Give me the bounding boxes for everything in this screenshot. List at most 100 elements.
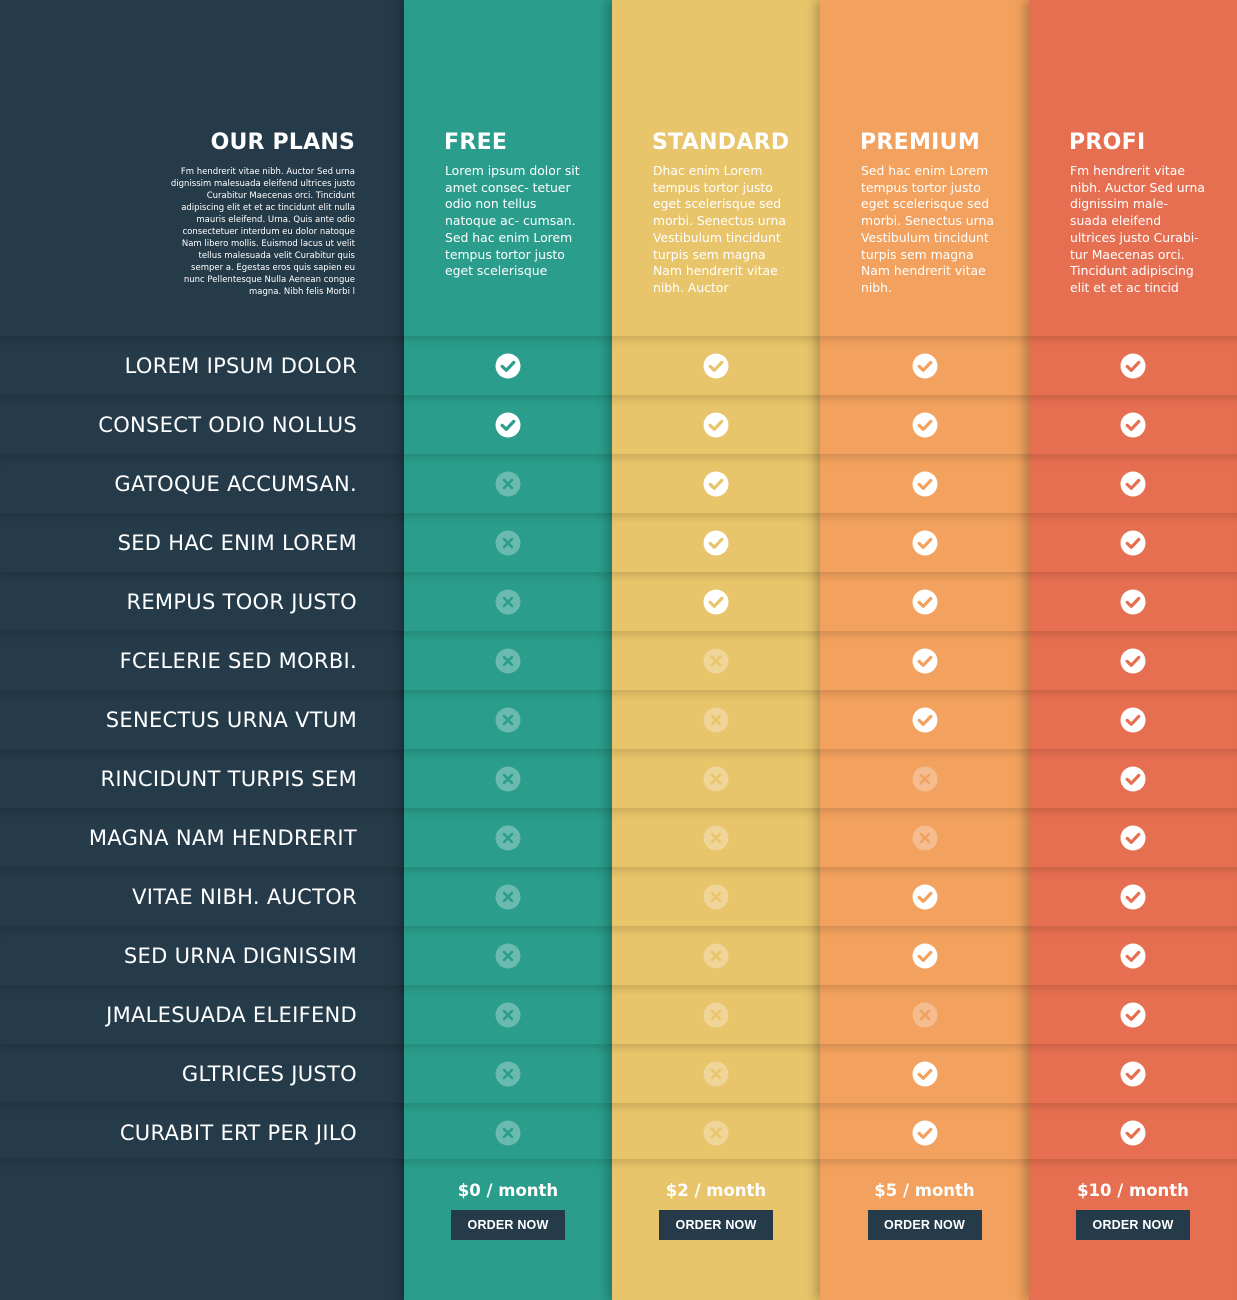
plan-feature-cell <box>612 1044 820 1103</box>
x-circle-icon <box>703 766 729 792</box>
plan-description: Dhac enim Lorem tempus tortor justo eget… <box>653 163 786 295</box>
plan-feature-cell <box>612 690 820 749</box>
check-circle-icon <box>912 648 937 674</box>
plan-name: STANDARD <box>652 130 790 155</box>
plan-feature-cell <box>404 336 612 395</box>
plan-feature-cell <box>404 572 612 631</box>
check-circle-icon <box>703 471 729 497</box>
x-circle-icon <box>703 825 729 851</box>
feature-row: SED URNA DIGNISSIM <box>0 926 404 985</box>
plan-feature-cell <box>1029 1044 1237 1103</box>
plan-feature-cell <box>612 985 820 1044</box>
order-now-button[interactable]: ORDER NOW <box>867 1210 982 1240</box>
feature-row: GATOQUE ACCUMSAN. <box>0 454 404 513</box>
feature-label: MAGNA NAM HENDRERIT <box>88 826 357 850</box>
plan-price: $0 / month <box>457 1181 559 1200</box>
x-circle-icon <box>495 766 521 792</box>
feature-row: SED HAC ENIM LOREM <box>0 513 404 572</box>
check-circle-icon <box>703 353 729 379</box>
x-circle-icon <box>703 1061 729 1087</box>
plan-column-free: FREE Lorem ipsum dolor sit amet consec- … <box>404 0 612 1300</box>
plan-feature-cell <box>1029 749 1237 808</box>
plan-feature-cell <box>1029 867 1237 926</box>
plan-feature-cell <box>404 454 612 513</box>
x-circle-icon <box>495 648 521 674</box>
x-circle-icon <box>703 884 729 910</box>
check-circle-icon <box>495 412 521 438</box>
plan-feature-cell <box>820 808 1029 867</box>
plan-feature-cell <box>612 513 820 572</box>
check-circle-icon <box>495 353 521 379</box>
x-circle-icon <box>703 1120 729 1146</box>
plan-description: Sed hac enim Lorem tempus tortor justo e… <box>861 163 994 295</box>
plan-feature-cell <box>612 454 820 513</box>
x-circle-icon <box>912 825 937 851</box>
plan-footer <box>612 1159 820 1300</box>
x-circle-icon <box>703 648 729 674</box>
feature-row: JMALESUADA ELEIFEND <box>0 985 404 1044</box>
check-circle-icon <box>912 1120 937 1146</box>
plan-feature-cell <box>820 1103 1029 1162</box>
plan-feature-cell <box>404 690 612 749</box>
check-circle-icon <box>1120 884 1146 910</box>
check-circle-icon <box>912 707 937 733</box>
feature-row: SENECTUS URNA VTUM <box>0 690 404 749</box>
x-circle-icon <box>495 884 521 910</box>
plan-feature-cell <box>404 749 612 808</box>
plan-feature-cell <box>820 690 1029 749</box>
feature-label: JMALESUADA ELEIFEND <box>106 1003 357 1027</box>
feature-label: SENECTUS URNA VTUM <box>105 708 357 732</box>
check-circle-icon <box>912 353 937 379</box>
x-circle-icon <box>912 766 937 792</box>
feature-row: CURABIT ERT PER JILO <box>0 1103 404 1162</box>
feature-row: GLTRICES JUSTO <box>0 1044 404 1103</box>
check-circle-icon <box>703 589 729 615</box>
plan-feature-cell <box>820 572 1029 631</box>
order-now-button[interactable]: ORDER NOW <box>1076 1210 1190 1240</box>
plan-feature-cell <box>404 1044 612 1103</box>
plan-feature-cell <box>1029 631 1237 690</box>
check-circle-icon <box>703 412 729 438</box>
x-circle-icon <box>495 589 521 615</box>
feature-row: MAGNA NAM HENDRERIT <box>0 808 404 867</box>
x-circle-icon <box>912 1002 937 1028</box>
plan-feature-cell <box>404 1103 612 1162</box>
check-circle-icon <box>1120 825 1146 851</box>
feature-label: SED HAC ENIM LOREM <box>117 531 357 555</box>
plan-feature-cell <box>1029 926 1237 985</box>
plan-header: STANDARD Dhac enim Lorem tempus tortor j… <box>612 0 820 336</box>
plan-column-premium: PREMIUM Sed hac enim Lorem tempus tortor… <box>820 0 1029 1300</box>
plan-feature-cell <box>1029 808 1237 867</box>
feature-row: RINCIDUNT TURPIS SEM <box>0 749 404 808</box>
check-circle-icon <box>1120 766 1146 792</box>
plan-header: PROFI Fm hendrerit vitae nibh. Auctor Se… <box>1029 0 1237 336</box>
plan-footer <box>404 1159 612 1300</box>
features-column: OUR PLANS Fm hendrerit vitae nibh. Aucto… <box>0 0 404 1300</box>
order-now-button[interactable]: ORDER NOW <box>659 1210 773 1240</box>
x-circle-icon <box>703 1002 729 1028</box>
check-circle-icon <box>1120 589 1146 615</box>
plan-feature-cell <box>404 808 612 867</box>
plan-feature-cell <box>612 336 820 395</box>
check-circle-icon <box>1120 707 1146 733</box>
order-now-button[interactable]: ORDER NOW <box>451 1210 565 1240</box>
plans-description: Fm hendrerit vitae nibh. Auctor Sed urna… <box>170 167 355 297</box>
feature-label: CONSECT ODIO NOLLUS <box>98 413 357 437</box>
plan-column-standard: STANDARD Dhac enim Lorem tempus tortor j… <box>612 0 820 1300</box>
plan-feature-cell <box>820 985 1029 1044</box>
plan-feature-cell <box>820 336 1029 395</box>
plan-name: PREMIUM <box>860 130 981 155</box>
check-circle-icon <box>1120 1120 1146 1146</box>
feature-label: RINCIDUNT TURPIS SEM <box>100 767 357 791</box>
plan-footer <box>820 1159 1029 1300</box>
check-circle-icon <box>1120 530 1146 556</box>
plan-feature-cell <box>820 631 1029 690</box>
plan-price: $2 / month <box>665 1181 767 1200</box>
plan-feature-cell <box>820 454 1029 513</box>
plan-feature-cell <box>1029 572 1237 631</box>
plan-name: FREE <box>444 130 508 155</box>
check-circle-icon <box>912 589 937 615</box>
plan-feature-cell <box>404 631 612 690</box>
check-circle-icon <box>912 471 937 497</box>
x-circle-icon <box>495 943 521 969</box>
